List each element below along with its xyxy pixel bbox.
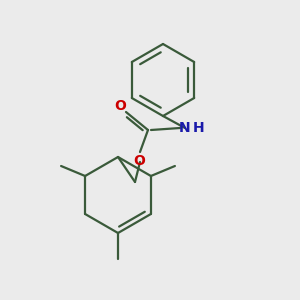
Text: H: H: [193, 121, 205, 135]
Text: O: O: [133, 154, 145, 168]
Text: N: N: [179, 121, 191, 135]
Text: O: O: [114, 99, 126, 113]
